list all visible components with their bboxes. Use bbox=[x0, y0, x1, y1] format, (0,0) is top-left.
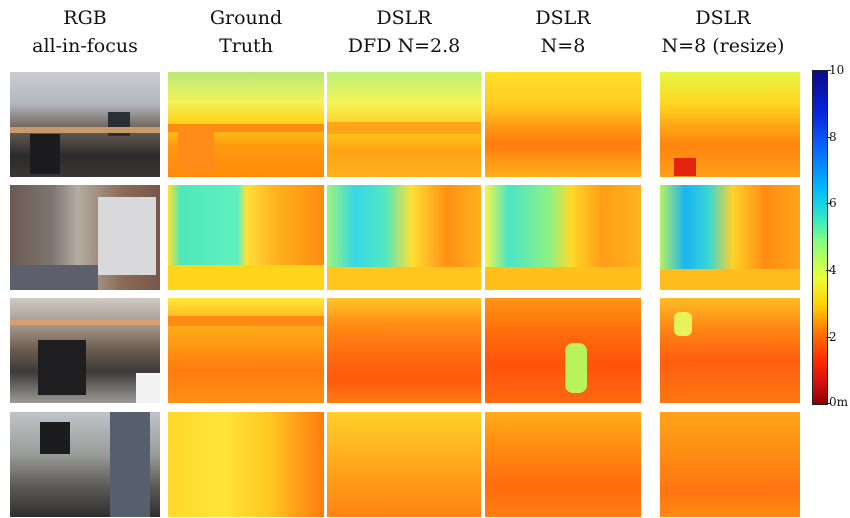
ground-truth-map-row3 bbox=[168, 298, 324, 403]
colorbar-label-10: 10 bbox=[829, 63, 845, 77]
header-dfd-line2: DFD N=2.8 bbox=[347, 35, 461, 57]
rgb-image-row1 bbox=[10, 72, 160, 177]
colorbar-tick-0 bbox=[826, 403, 831, 404]
dfd-map-row3 bbox=[327, 298, 481, 403]
dfd-map-row2 bbox=[327, 185, 481, 290]
n8-map-row3 bbox=[485, 298, 641, 403]
header-ground-truth: Ground Truth bbox=[168, 4, 324, 60]
colorbar-label-2: 2 bbox=[829, 330, 837, 344]
header-n8-resize: DSLR N=8 (resize) bbox=[648, 4, 798, 60]
header-dfd-line1: DSLR bbox=[376, 7, 432, 29]
ground-truth-map-row1 bbox=[168, 72, 324, 177]
colorbar-label-6: 6 bbox=[829, 196, 837, 210]
rgb-image-row3 bbox=[10, 298, 160, 403]
header-resize-line1: DSLR bbox=[695, 7, 751, 29]
depth-colorbar bbox=[812, 70, 828, 405]
n8-map-row2 bbox=[485, 185, 641, 290]
header-n8-line1: DSLR bbox=[535, 7, 591, 29]
dfd-map-row1 bbox=[327, 72, 481, 177]
header-rgb-line1: RGB bbox=[63, 7, 107, 29]
n8-resize-map-row3 bbox=[660, 298, 800, 403]
rgb-image-row4 bbox=[10, 412, 160, 517]
header-gt-line1: Ground bbox=[209, 7, 283, 29]
n8-resize-map-row1 bbox=[660, 72, 800, 177]
n8-resize-map-row4 bbox=[660, 412, 800, 517]
colorbar-tick-8 bbox=[826, 137, 831, 138]
colorbar-tick-2 bbox=[826, 337, 831, 338]
header-dfd: DSLR DFD N=2.8 bbox=[327, 4, 481, 60]
colorbar-label-4: 4 bbox=[829, 263, 837, 277]
n8-resize-map-row2 bbox=[660, 185, 800, 290]
ground-truth-map-row2 bbox=[168, 185, 324, 290]
n8-map-row1 bbox=[485, 72, 641, 177]
header-n8: DSLR N=8 bbox=[485, 4, 641, 60]
colorbar-tick-6 bbox=[826, 203, 831, 204]
colorbar-tick-10 bbox=[826, 70, 831, 71]
n8-map-row4 bbox=[485, 412, 641, 517]
header-rgb: RGB all-in-focus bbox=[10, 4, 160, 60]
header-gt-line2: Truth bbox=[219, 35, 273, 57]
rgb-image-row2 bbox=[10, 185, 160, 290]
colorbar-tick-4 bbox=[826, 270, 831, 271]
dfd-map-row4 bbox=[327, 412, 481, 517]
colorbar-label-8: 8 bbox=[829, 130, 837, 144]
header-resize-line2: N=8 (resize) bbox=[661, 35, 785, 57]
header-n8-line2: N=8 bbox=[540, 35, 586, 57]
header-rgb-line2: all-in-focus bbox=[32, 35, 138, 57]
colorbar-label-0m: 0m bbox=[829, 395, 849, 409]
ground-truth-map-row4 bbox=[168, 412, 324, 517]
